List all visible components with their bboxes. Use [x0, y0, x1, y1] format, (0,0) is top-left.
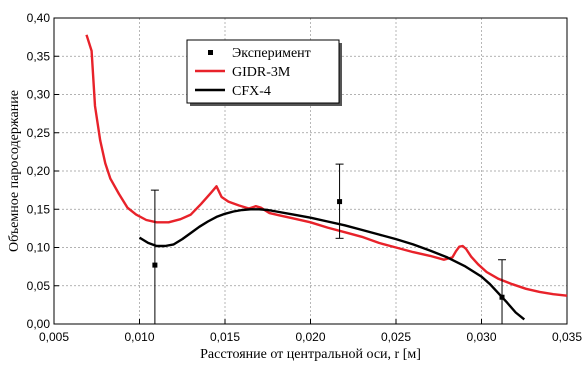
legend-label-experiment: Эксперимент	[232, 46, 311, 61]
legend-label-cfx: CFX-4	[232, 84, 271, 99]
y-tick-label: 0,25	[27, 126, 51, 140]
x-tick-label: 0,025	[381, 330, 411, 344]
x-tick-label: 0,005	[39, 330, 69, 344]
x-tick-label: 0,015	[210, 330, 240, 344]
y-tick-label: 0,20	[27, 164, 51, 178]
series-lines	[85, 34, 568, 321]
legend: Эксперимент GIDR-3M CFX-4	[186, 39, 342, 106]
y-tick-labels: 0,00 0,05 0,10 0,15 0,20 0,25 0,30 0,35 0,40	[27, 11, 51, 331]
experiment-points	[150, 163, 507, 325]
legend-label-gidr: GIDR-3M	[232, 65, 291, 80]
series-line-1	[85, 34, 568, 297]
y-tick-label: 0,15	[27, 202, 51, 216]
experiment-point	[337, 199, 343, 205]
x-tick-label: 0,020	[295, 330, 325, 344]
axis-ticks	[53, 17, 568, 325]
y-tick-label: 0,40	[27, 11, 51, 25]
x-tick-label: 0,035	[552, 330, 582, 344]
legend-marker-experiment	[208, 50, 213, 55]
y-tick-label: 0,05	[27, 279, 51, 293]
x-tick-label: 0,010	[124, 330, 154, 344]
y-tick-label: 0,35	[27, 49, 51, 63]
experiment-point	[152, 262, 158, 268]
series-line-2	[138, 208, 526, 321]
y-tick-label: 0,00	[27, 317, 51, 331]
x-axis-title: Расстояние от центральной оси, r [м]	[200, 347, 421, 362]
x-tick-label: 0,030	[466, 330, 496, 344]
x-tick-labels: 0,005 0,010 0,015 0,020 0,025 0,030 0,035	[39, 330, 582, 344]
y-tick-label: 0,30	[27, 88, 51, 102]
y-axis-title: Объемное паросодержание	[7, 90, 22, 252]
experiment-point	[499, 294, 505, 300]
y-tick-label: 0,10	[27, 241, 51, 255]
